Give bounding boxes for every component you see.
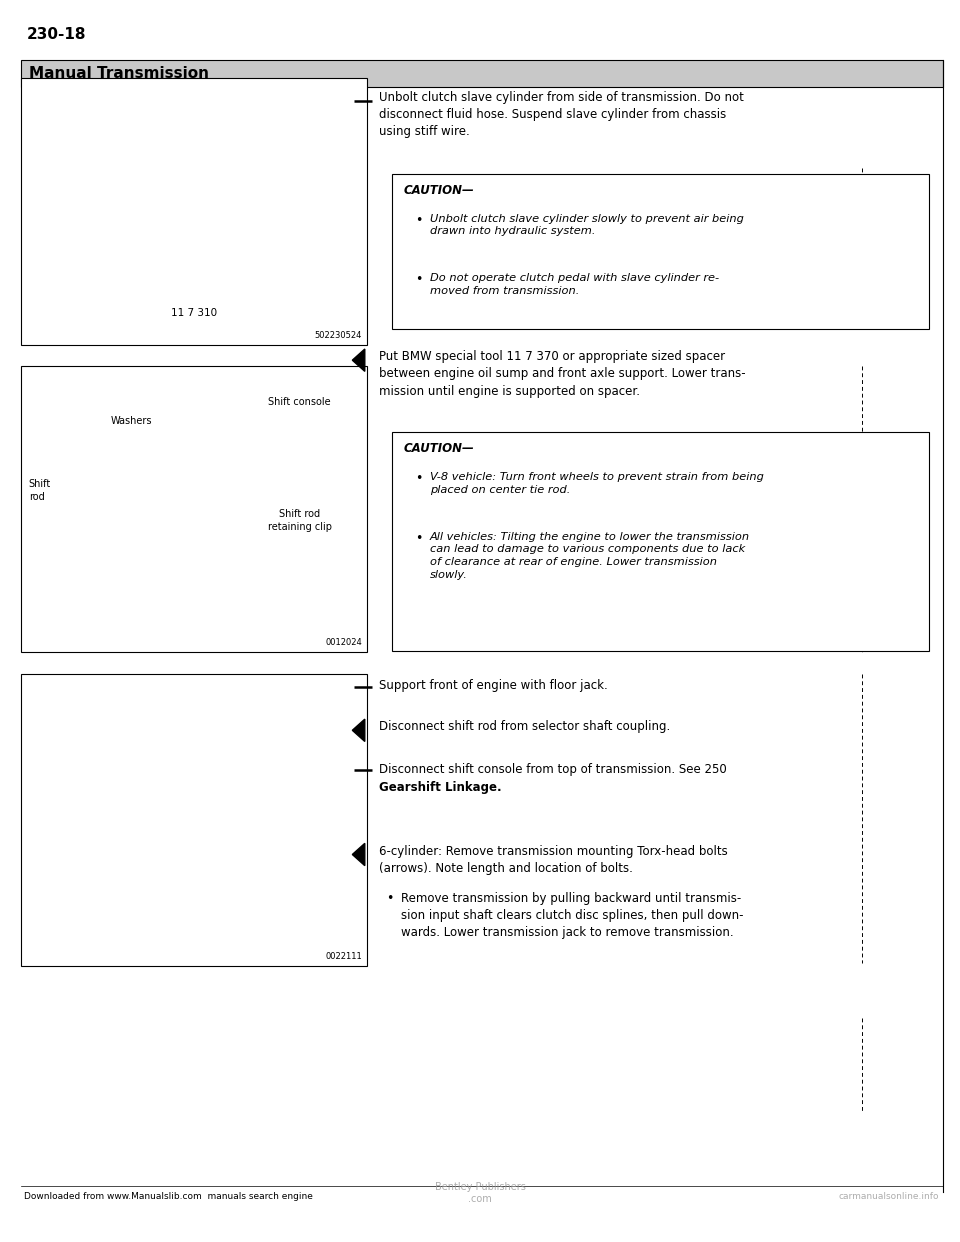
Bar bbox=[21, 60, 943, 87]
Text: Put BMW special tool 11 7 370 or appropriate sized spacer
between engine oil sum: Put BMW special tool 11 7 370 or appropr… bbox=[379, 350, 746, 397]
Bar bbox=[392, 432, 929, 651]
Text: 502230524: 502230524 bbox=[315, 332, 362, 340]
Text: Shift
rod: Shift rod bbox=[29, 479, 51, 502]
Text: Bentley Publishers
.com: Bentley Publishers .com bbox=[435, 1182, 525, 1203]
Text: CAUTION—: CAUTION— bbox=[403, 184, 474, 196]
Bar bbox=[21, 674, 367, 966]
Text: Shift console: Shift console bbox=[268, 397, 331, 407]
Polygon shape bbox=[352, 349, 365, 371]
Text: Shift rod
retaining clip: Shift rod retaining clip bbox=[268, 509, 331, 532]
Text: CAUTION—: CAUTION— bbox=[403, 442, 474, 455]
Text: •: • bbox=[415, 532, 422, 544]
Text: •: • bbox=[386, 892, 394, 904]
Text: 6-cylinder: Remove transmission mounting Torx-head bolts
(arrows). Note length a: 6-cylinder: Remove transmission mounting… bbox=[379, 845, 728, 874]
Text: V-8 vehicle: Turn front wheels to prevent strain from being
placed on center tie: V-8 vehicle: Turn front wheels to preven… bbox=[430, 472, 764, 494]
Text: All vehicles: Tilting the engine to lower the transmission
can lead to damage to: All vehicles: Tilting the engine to lowe… bbox=[430, 532, 750, 580]
Text: Disconnect shift console from top of transmission. See 250: Disconnect shift console from top of tra… bbox=[379, 763, 727, 775]
Polygon shape bbox=[352, 843, 365, 866]
Text: Unbolt clutch slave cylinder slowly to prevent air being
drawn into hydraulic sy: Unbolt clutch slave cylinder slowly to p… bbox=[430, 214, 744, 236]
Text: •: • bbox=[415, 214, 422, 226]
Text: 230-18: 230-18 bbox=[27, 27, 86, 42]
Text: Manual Transmission: Manual Transmission bbox=[29, 66, 209, 81]
Text: Unbolt clutch slave cylinder from side of transmission. Do not
disconnect fluid : Unbolt clutch slave cylinder from side o… bbox=[379, 91, 744, 138]
Text: Gearshift Linkage.: Gearshift Linkage. bbox=[379, 781, 502, 794]
Text: Washers: Washers bbox=[110, 416, 153, 426]
Text: carmanualsonline.info: carmanualsonline.info bbox=[838, 1192, 939, 1201]
Text: 0022111: 0022111 bbox=[325, 953, 362, 961]
Text: •: • bbox=[415, 273, 422, 286]
Text: 11 7 310: 11 7 310 bbox=[171, 308, 217, 318]
Text: Downloaded from www.Manualslib.com  manuals search engine: Downloaded from www.Manualslib.com manua… bbox=[24, 1192, 313, 1201]
Bar bbox=[21, 78, 367, 345]
Text: Support front of engine with floor jack.: Support front of engine with floor jack. bbox=[379, 679, 608, 692]
Text: Do not operate clutch pedal with slave cylinder re-
moved from transmission.: Do not operate clutch pedal with slave c… bbox=[430, 273, 719, 296]
Text: •: • bbox=[415, 472, 422, 484]
Text: Remove transmission by pulling backward until transmis-
sion input shaft clears : Remove transmission by pulling backward … bbox=[401, 892, 744, 939]
Text: 0012024: 0012024 bbox=[325, 638, 362, 647]
Polygon shape bbox=[352, 719, 365, 741]
Text: Disconnect shift rod from selector shaft coupling.: Disconnect shift rod from selector shaft… bbox=[379, 720, 670, 733]
Bar bbox=[392, 174, 929, 329]
Bar bbox=[21, 366, 367, 652]
